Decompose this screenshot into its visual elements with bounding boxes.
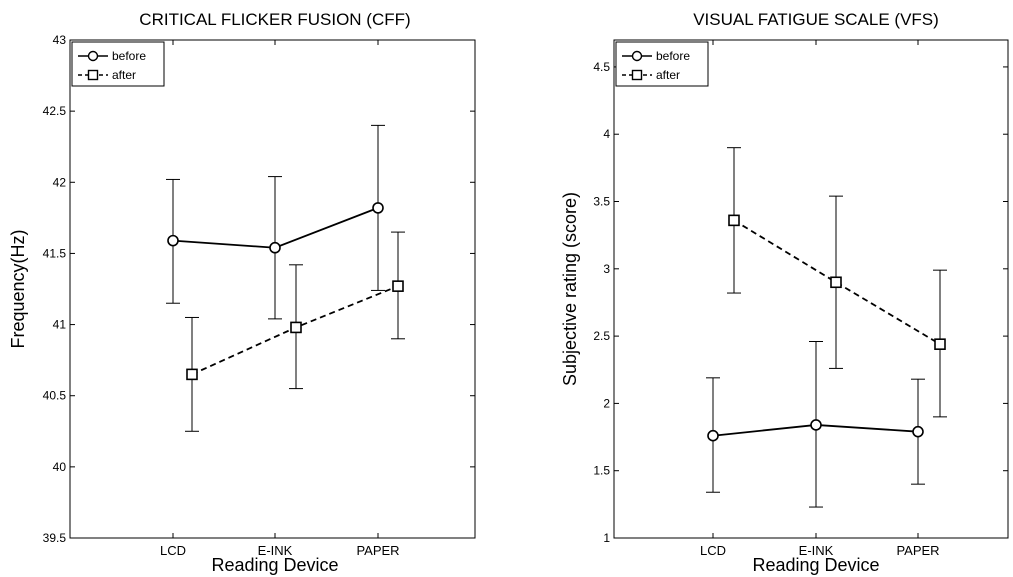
- y-axis-label: Subjective rating (score): [560, 192, 580, 386]
- series-before: [166, 124, 385, 320]
- y-tick-label: 1.5: [593, 464, 610, 478]
- y-tick-label: 4.5: [593, 60, 610, 74]
- series-before: [706, 340, 925, 508]
- y-tick-label: 39.5: [43, 531, 67, 545]
- chart-title: VISUAL FATIGUE SCALE (VFS): [693, 10, 939, 29]
- series-line: [733, 219, 941, 345]
- x-category-label: PAPER: [356, 543, 399, 558]
- y-axis-label: Frequency(Hz): [8, 229, 28, 348]
- legend-marker: [631, 50, 643, 62]
- data-point: [728, 214, 740, 227]
- y-tick-label: 4: [603, 127, 610, 141]
- y-tick-label: 41: [53, 318, 67, 332]
- y-tick-label: 2: [603, 396, 610, 410]
- chart-panel-1: 39.5 40 40.5 41 41.5 42 42.5 43 LCD E-INK PAPER CRI…: [8, 10, 476, 575]
- series-after: [727, 147, 947, 418]
- x-category-label: E-INK: [258, 543, 293, 558]
- legend: before after: [615, 41, 709, 87]
- x-category-label: PAPER: [896, 543, 939, 558]
- y-tick-label: 42.5: [43, 104, 67, 118]
- y-tick-label: 1: [603, 531, 610, 545]
- legend-label: after: [656, 68, 680, 82]
- legend-marker: [631, 69, 643, 81]
- legend-label: after: [112, 68, 136, 82]
- data-point: [167, 234, 179, 247]
- data-point: [269, 241, 281, 254]
- data-point: [707, 429, 719, 442]
- y-tick-label: 43: [53, 33, 67, 47]
- data-point: [810, 419, 822, 431]
- legend-box: [615, 41, 709, 87]
- data-point: [934, 338, 946, 350]
- y-tick-label: 40.5: [43, 389, 67, 403]
- series-after: [185, 231, 405, 432]
- legend: before after: [71, 41, 165, 87]
- y-tick-label: 40: [53, 460, 67, 474]
- x-axis-label: Reading Device: [752, 555, 879, 575]
- x-category-label: LCD: [700, 543, 726, 558]
- data-point: [912, 425, 924, 438]
- plot-frame: [69, 39, 476, 539]
- y-tick-label: 2.5: [593, 329, 610, 343]
- x-category-label: E-INK: [799, 543, 834, 558]
- chart-title: CRITICAL FLICKER FUSION (CFF): [139, 10, 410, 29]
- data-point: [290, 321, 302, 334]
- data-point: [392, 280, 404, 292]
- y-tick-label: 3: [603, 262, 610, 276]
- y-tick-label: 3.5: [593, 195, 610, 209]
- data-point: [186, 368, 198, 381]
- data-point: [372, 202, 384, 214]
- legend-marker: [87, 69, 99, 81]
- plot-frame: [613, 39, 1009, 539]
- legend-label: before: [112, 49, 146, 63]
- x-axis-label: Reading Device: [211, 555, 338, 575]
- y-tick-label: 41.5: [43, 246, 67, 260]
- data-point: [830, 276, 842, 289]
- x-category-label: LCD: [160, 543, 186, 558]
- chart-panel-2: 1 1.5 2 2.5 3 3.5 4 4.5 LCD E-INK PAPER VISUAL FATI…: [560, 10, 1009, 575]
- legend-marker: [87, 50, 99, 62]
- legend-label: before: [656, 49, 690, 63]
- y-tick-label: 42: [53, 175, 67, 189]
- legend-box: [71, 41, 165, 87]
